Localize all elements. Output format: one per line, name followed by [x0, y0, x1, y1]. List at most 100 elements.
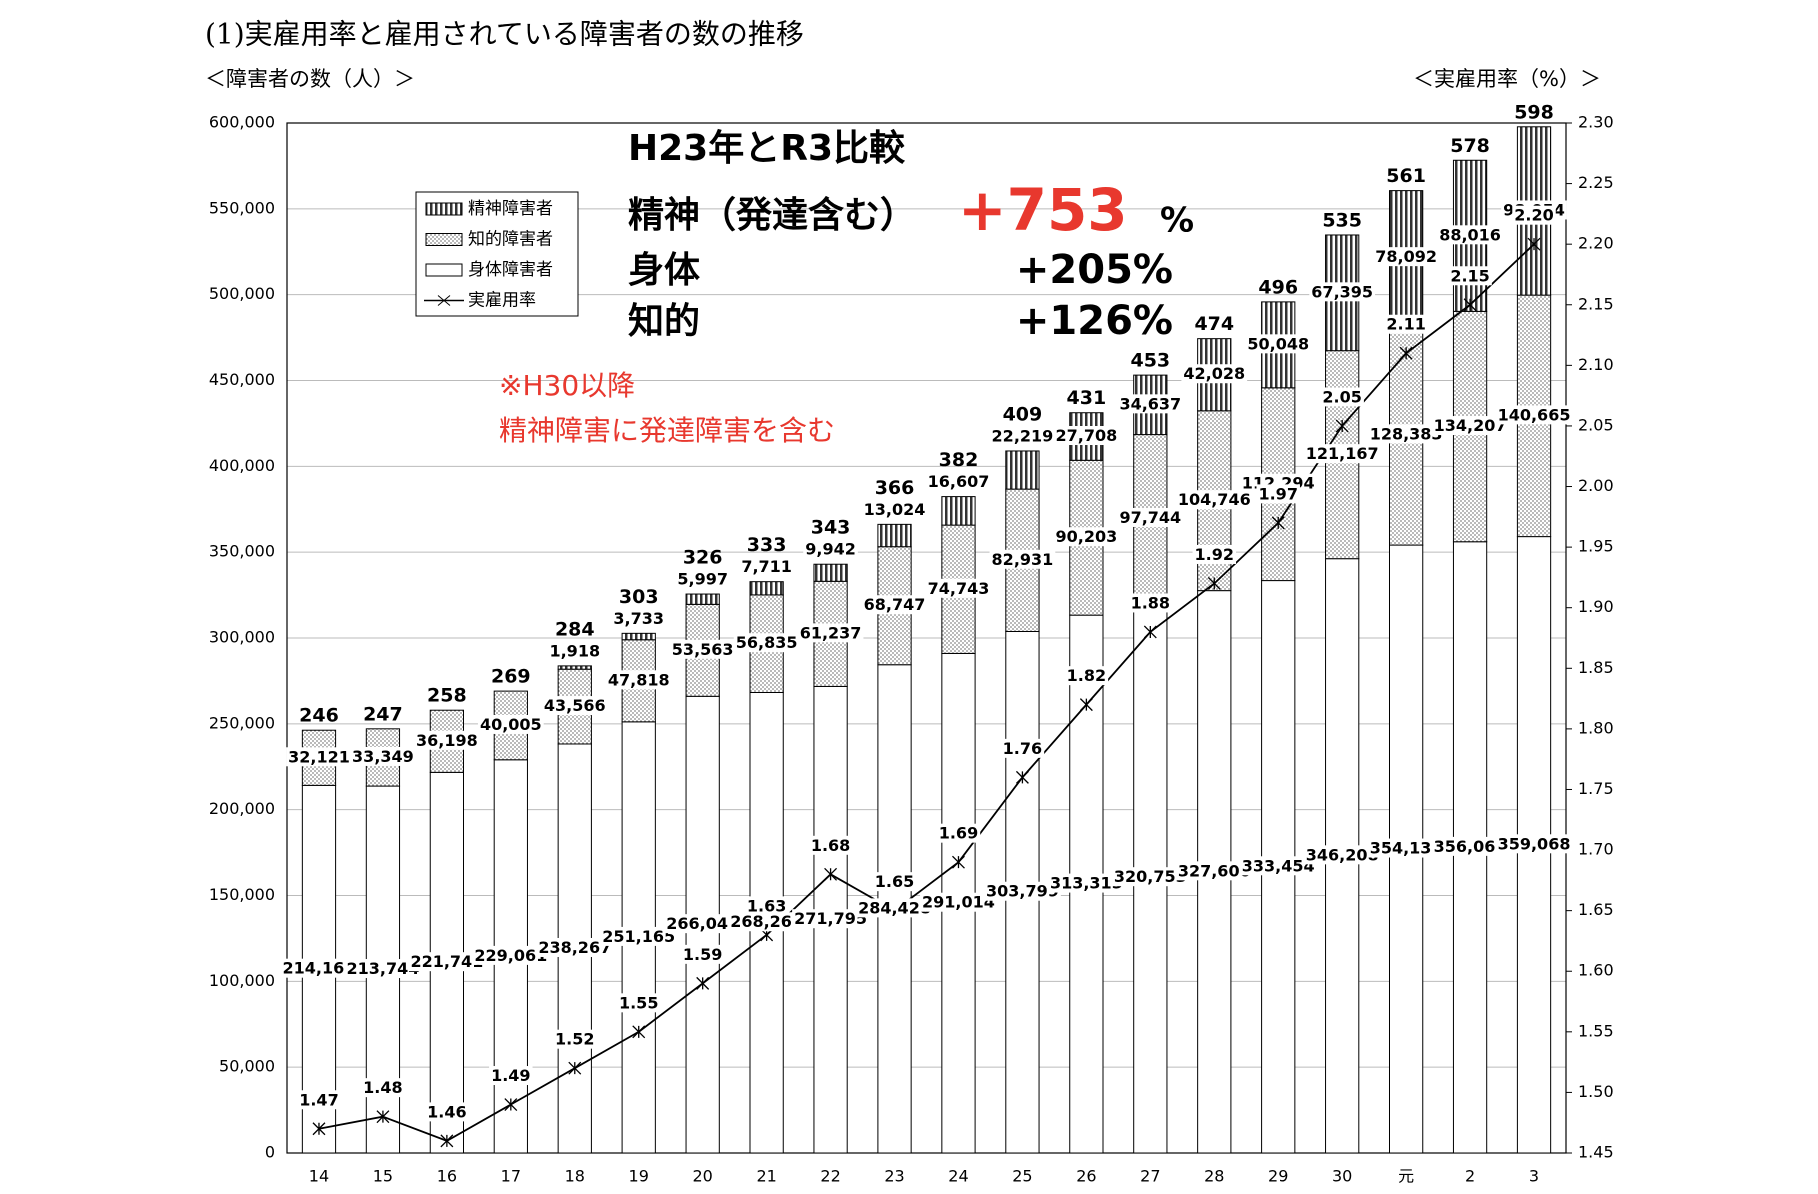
data-label: 214,163 [283, 959, 356, 978]
x-tick-label: 21 [756, 1167, 776, 1186]
data-label: 1,918 [549, 641, 600, 660]
total-label: 578 [1450, 135, 1490, 157]
data-label: 88,016 [1439, 225, 1501, 244]
legend-marker [437, 295, 451, 306]
label-bg [536, 937, 614, 957]
total-label: 258 [427, 685, 467, 707]
data-label: 251,165 [602, 927, 675, 946]
label-bg [989, 549, 1056, 569]
data-label: 229,061 [474, 946, 547, 965]
total-label: 453 [1130, 350, 1170, 372]
label-bg [920, 892, 997, 912]
y2-tick-label: 2.15 [1578, 294, 1614, 313]
y2-tick-label: 2.30 [1578, 113, 1614, 132]
annotation: 精神（発達含む） [628, 195, 916, 236]
total-label: 269 [491, 666, 531, 688]
total-label: 382 [939, 449, 979, 471]
annotation: +205% [1016, 247, 1173, 293]
line-marker [1527, 237, 1541, 251]
total-label: 303 [619, 586, 659, 608]
line-label: 2.15 [1450, 266, 1489, 285]
data-label: 61,237 [800, 623, 862, 642]
label-bg [739, 557, 794, 577]
line-marker [632, 1025, 646, 1039]
data-label: 78,092 [1375, 247, 1437, 266]
line-marker [952, 855, 965, 869]
label-bg [1320, 387, 1364, 407]
label-bg [1239, 856, 1317, 876]
line-marker [568, 1061, 582, 1075]
total-label: 284 [555, 618, 595, 640]
line-marker [1463, 298, 1477, 312]
label-bg [925, 472, 992, 492]
data-label: 333,454 [1242, 856, 1315, 875]
data-label: 67,395 [1311, 282, 1373, 301]
bar-segment [685, 593, 720, 605]
label-bg [1448, 266, 1492, 286]
plot-frame [286, 122, 1567, 1154]
label-bg [1245, 334, 1312, 354]
label-bg [872, 872, 917, 892]
total-label: 535 [1322, 209, 1362, 231]
legend-swatch [425, 202, 463, 216]
data-label: 128,383 [1370, 424, 1443, 443]
data-label: 74,743 [928, 579, 990, 598]
y-tick-label: 50,000 [219, 1057, 275, 1076]
line-marker [824, 867, 838, 881]
label-bg [861, 595, 928, 615]
line-label: 1.82 [1067, 666, 1106, 685]
data-label: 43,566 [544, 696, 606, 715]
annotation: 精神障害に発達障害を含む [499, 414, 835, 447]
data-label: 3,733 [613, 609, 664, 628]
y-tick-label: 100,000 [209, 971, 275, 990]
x-tick-label: 14 [309, 1167, 329, 1186]
data-label: 320,753 [1114, 867, 1187, 886]
x-tick-label: 16 [437, 1167, 457, 1186]
x-tick-label: 24 [948, 1167, 968, 1186]
label-bg [728, 912, 806, 932]
annotation: +753 [958, 176, 1128, 244]
label-bg [1128, 593, 1173, 613]
label-bg [733, 633, 800, 653]
data-label: 50,048 [1247, 334, 1309, 353]
label-bg [361, 1078, 405, 1098]
data-label: 238,267 [538, 938, 611, 957]
y-tick-label: 500,000 [209, 284, 275, 303]
label-bg [1192, 544, 1237, 564]
annotation-box: H23年とR3比較 精神（発達含む） +753 % 身体 +205% 知的 +1… [499, 128, 1194, 447]
legend-label: 実雇用率 [468, 291, 536, 311]
total-label: 326 [683, 547, 723, 569]
label-bg [1367, 838, 1445, 858]
data-label: 53,563 [672, 640, 734, 659]
bar-segment [557, 665, 592, 670]
label-bg [553, 1029, 597, 1049]
label-bg [1256, 484, 1300, 504]
bar-segment [877, 523, 912, 548]
y2-tick-label: 1.55 [1578, 1021, 1614, 1040]
label-bg [744, 896, 789, 916]
legend-swatch [425, 263, 463, 277]
label-bg [1117, 394, 1184, 414]
label-bg [1111, 867, 1189, 887]
line-label: 1.48 [363, 1078, 402, 1097]
y-tick-label: 450,000 [209, 370, 275, 389]
y-tick-label: 600,000 [209, 113, 275, 132]
label-bg [344, 959, 422, 979]
y2-tick-label: 1.50 [1578, 1082, 1614, 1101]
line-label: 2.11 [1386, 315, 1425, 334]
label-bg [297, 1090, 341, 1110]
label-bg [803, 539, 858, 559]
x-tick-label: 30 [1332, 1167, 1352, 1186]
bar-segment [621, 632, 656, 641]
x-tick-label: 26 [1076, 1167, 1096, 1186]
y-tick-label: 550,000 [209, 198, 275, 217]
y-tick-label: 350,000 [209, 542, 275, 561]
data-label: 27,708 [1056, 426, 1118, 445]
label-bg [1303, 444, 1381, 464]
line-marker [1335, 419, 1349, 433]
label-bg [1512, 205, 1556, 225]
data-label: 7,711 [741, 557, 792, 576]
total-label: 343 [811, 517, 851, 539]
data-label: 16,607 [928, 472, 990, 491]
